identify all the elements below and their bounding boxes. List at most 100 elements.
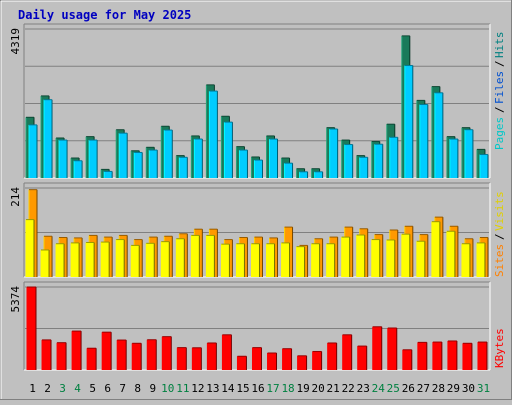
chart-title: Daily usage for May 2025: [18, 8, 191, 22]
legend-pages: Pages: [493, 117, 506, 150]
bar-visits-day-28: [431, 221, 440, 277]
x-tick-label-day-20: 20: [312, 382, 325, 395]
bar-kbytes-day-20: [312, 351, 322, 370]
bar-files-day-3: [59, 140, 68, 178]
x-tick-label-day-25: 25: [387, 382, 400, 395]
bar-kbytes-day-28: [432, 342, 442, 370]
x-tick-label-day-14: 14: [221, 382, 235, 395]
bar-kbytes-day-4: [72, 331, 82, 370]
bar-visits-day-16: [251, 243, 260, 277]
bar-visits-day-13: [206, 235, 215, 277]
bar-kbytes-day-8: [132, 343, 142, 370]
bar-kbytes-day-29: [447, 340, 457, 370]
bar-kbytes-day-3: [57, 342, 67, 370]
bar-visits-day-10: [161, 241, 170, 277]
bar-kbytes-day-21: [327, 342, 337, 370]
bar-files-day-23: [359, 157, 368, 178]
bar-kbytes-day-13: [207, 342, 217, 370]
bar-visits-day-12: [191, 235, 200, 277]
legend-visits: Visits: [493, 191, 506, 231]
x-tick-label-day-1: 1: [29, 382, 36, 395]
legend-files: Files: [493, 71, 506, 104]
bar-files-day-8: [134, 152, 143, 178]
bar-visits-day-4: [71, 242, 80, 277]
x-tick-label-day-30: 30: [462, 382, 475, 395]
bar-visits-day-15: [236, 243, 245, 277]
bar-kbytes-day-31: [477, 342, 487, 370]
panel-kbytes-ymax-label: 5374: [9, 286, 22, 313]
x-tick-label-day-16: 16: [251, 382, 264, 395]
legend-separator: /: [493, 233, 506, 240]
x-tick-label-day-21: 21: [327, 382, 340, 395]
x-tick-label-day-9: 9: [149, 382, 156, 395]
bar-visits-day-29: [446, 231, 455, 277]
legend-kbytes: KBytes: [493, 328, 506, 368]
bar-visits-day-9: [146, 243, 155, 277]
bar-kbytes-day-15: [237, 356, 247, 370]
bar-kbytes-day-19: [297, 355, 307, 370]
bar-visits-day-26: [401, 234, 410, 277]
bar-files-day-11: [179, 157, 188, 178]
x-tick-label-day-24: 24: [372, 382, 386, 395]
bar-files-day-29: [449, 139, 458, 178]
bar-files-day-25: [389, 137, 398, 178]
x-tick-label-day-6: 6: [104, 382, 111, 395]
bar-files-day-26: [404, 65, 413, 178]
bar-visits-day-24: [371, 239, 380, 277]
bar-files-day-17: [269, 139, 278, 178]
bar-visits-day-6: [101, 242, 110, 277]
bar-kbytes-day-1: [27, 287, 36, 370]
bar-files-day-14: [224, 122, 233, 178]
legend-separator: /: [493, 60, 506, 67]
x-tick-label-day-19: 19: [296, 382, 309, 395]
x-tick-label-day-13: 13: [206, 382, 219, 395]
bar-kbytes-day-27: [417, 342, 427, 370]
bar-files-day-30: [464, 129, 473, 178]
bar-visits-day-19: [296, 246, 305, 277]
bar-kbytes-day-18: [282, 348, 292, 370]
bar-kbytes-day-24: [372, 326, 382, 370]
bar-kbytes-day-30: [462, 343, 472, 370]
bar-kbytes-day-16: [252, 347, 262, 370]
bar-files-day-10: [164, 130, 173, 178]
bar-kbytes-day-9: [147, 339, 157, 370]
bar-files-day-1: [29, 124, 37, 178]
bar-files-day-9: [149, 150, 158, 178]
bar-files-day-21: [329, 129, 338, 178]
panel-hits-files-pages-ymax-label: 4319: [9, 28, 22, 55]
bar-visits-day-27: [416, 241, 425, 277]
bar-kbytes-day-12: [192, 347, 202, 370]
bar-visits-day-22: [341, 237, 350, 277]
bar-visits-day-5: [86, 242, 95, 277]
x-tick-label-day-3: 3: [59, 382, 66, 395]
bar-files-day-22: [344, 144, 353, 178]
bar-files-day-4: [74, 160, 83, 178]
x-tick-label-day-5: 5: [89, 382, 96, 395]
bar-visits-day-18: [281, 242, 290, 277]
bar-files-day-6: [104, 171, 113, 178]
x-tick-label-day-2: 2: [44, 382, 51, 395]
bar-visits-day-7: [116, 239, 125, 277]
bar-kbytes-day-7: [117, 340, 127, 370]
bar-files-day-15: [239, 150, 248, 178]
x-tick-label-day-11: 11: [176, 382, 189, 395]
bar-kbytes-day-11: [177, 347, 187, 370]
legend-sites: Sites: [493, 244, 506, 277]
bar-visits-day-23: [356, 234, 365, 277]
bar-visits-day-2: [41, 249, 50, 277]
bar-kbytes-day-6: [102, 332, 112, 370]
bar-visits-day-30: [461, 243, 470, 277]
x-tick-label-day-17: 17: [266, 382, 279, 395]
bar-kbytes-day-2: [42, 339, 52, 370]
x-tick-label-day-29: 29: [447, 382, 460, 395]
bar-files-day-28: [434, 92, 443, 178]
x-tick-label-day-27: 27: [417, 382, 430, 395]
bar-files-day-7: [119, 133, 128, 178]
x-tick-label-day-28: 28: [432, 382, 445, 395]
bar-visits-day-8: [131, 245, 140, 277]
x-tick-label-day-8: 8: [134, 382, 141, 395]
bar-files-day-18: [284, 163, 293, 178]
bar-kbytes-day-10: [162, 336, 172, 370]
